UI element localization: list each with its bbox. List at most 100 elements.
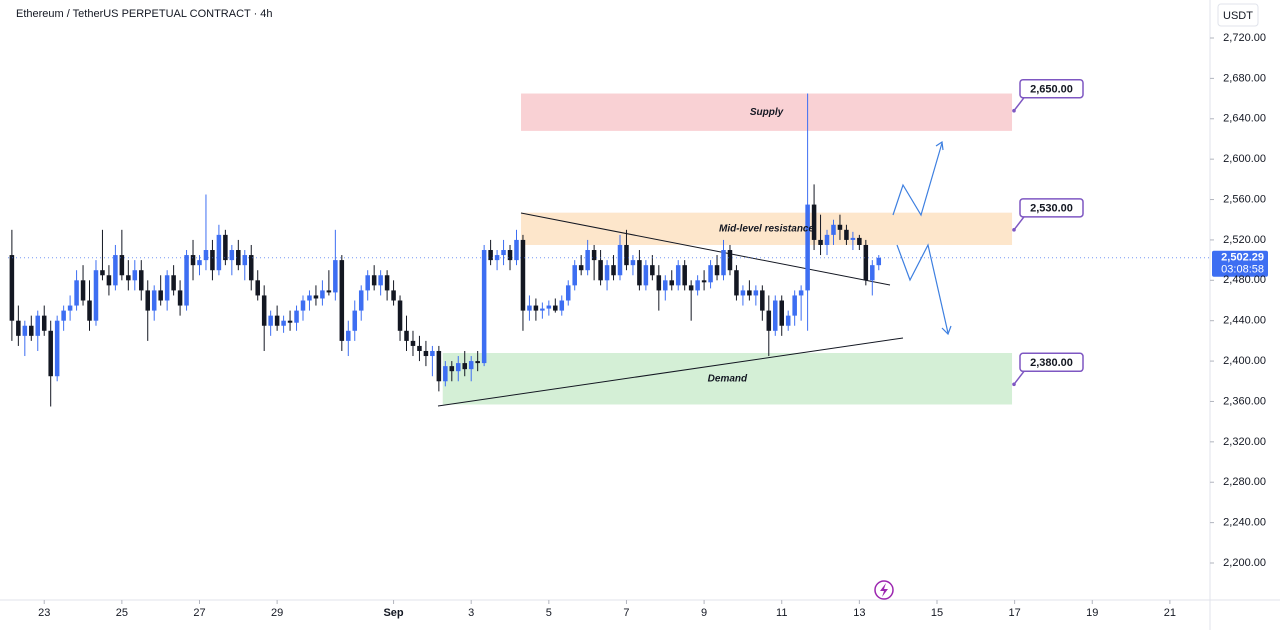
candle-body [779,300,784,326]
x-tick-label: 29 [271,607,283,619]
candle-body [798,290,804,296]
candle-body [837,224,843,230]
zones [442,93,1013,405]
candle-body [572,265,577,286]
candle-body [565,285,571,301]
candle-body [151,290,157,311]
candle-body [119,255,125,276]
x-tick-label: 21 [1164,607,1176,619]
arrow-head [935,140,944,151]
candle-body [126,275,131,281]
candle-body [675,265,681,286]
alert-icon[interactable] [874,580,894,600]
candle-body [805,204,810,291]
candle-body [772,300,778,331]
x-tick-label: 7 [623,607,629,619]
candle-body [811,204,817,240]
candle-body [876,257,882,266]
candle-body [61,310,66,321]
x-tick-label: 13 [853,607,865,619]
candle-body [734,270,739,296]
y-tick-label: 2,640.00 [1223,113,1266,125]
candle-body [714,265,720,276]
candle-body [210,250,215,271]
callout-box [1019,198,1084,218]
candle-body [203,250,209,261]
last-price-label: 2,502.29 [1221,252,1264,264]
candle-body [643,265,649,286]
x-tick-label: 9 [701,607,707,619]
candle-body [391,290,396,301]
y-tick-label: 2,280.00 [1223,476,1266,488]
candle-body [261,295,267,326]
callout-anchor [1012,108,1016,113]
candle-body [553,305,558,311]
candle-body [695,280,700,291]
candle-body [242,255,248,266]
candle-body [410,340,416,346]
ascending-trendline [437,337,904,407]
candle-body [857,237,862,245]
candle-body [365,275,370,291]
candle-body [236,250,241,266]
currency: USDT [1223,10,1253,22]
candle-body [74,280,79,306]
candle-body [190,255,196,266]
candle-body [475,361,480,364]
candle-body [164,275,170,301]
candle-body [753,290,759,296]
candle-body [533,305,539,311]
y-tick-label: 2,720.00 [1223,32,1266,44]
candle-body [371,275,377,286]
candle-body [378,275,383,286]
y-tick-label: 2,480.00 [1223,274,1266,286]
candle-body [870,265,875,281]
candle-body [113,255,118,286]
candle-body [818,239,823,245]
candle-body [850,237,856,240]
candle-body [481,250,487,364]
candle-body [669,280,675,286]
candle-body [268,315,273,326]
y-tick-label: 2,440.00 [1223,315,1266,327]
candle-body [760,290,765,311]
candle-body [611,265,616,276]
candle-body [100,270,105,276]
candle-body [352,310,358,331]
candle-body [248,255,254,281]
candle-body [507,250,513,261]
callout-box [1019,352,1084,373]
candle-body [456,363,461,372]
currency-box[interactable] [1217,3,1259,27]
x-tick-label: 27 [193,607,205,619]
y-tick-label: 2,240.00 [1223,517,1266,529]
candle-body [184,255,189,306]
candle-body [274,315,280,326]
candle-body [313,295,319,299]
candle-body [682,265,687,286]
candle-body [145,290,151,311]
candle-body [87,300,92,321]
zone-label: Mid-level resistance [719,223,814,234]
candle-body [223,234,228,261]
candle-body [281,320,286,326]
candle-body [792,295,797,316]
callout-anchor [1012,382,1016,387]
candle-body [688,285,694,291]
candle-body [844,229,849,240]
candle-body [559,300,565,311]
candle-body [139,270,144,291]
candle-body [300,300,306,311]
candle-body [229,250,235,261]
zone-label: Demand [708,373,748,384]
countdown: 03:08:58 [1221,264,1264,276]
last-price-box [1212,250,1268,277]
candle-body [514,239,519,261]
candle-body [48,330,53,377]
bullish-projection [892,142,943,217]
candle-body [663,280,668,291]
y-tick-label: 2,360.00 [1223,395,1266,407]
candle-body [9,255,15,321]
callout-box [1019,78,1084,99]
candle-body [443,366,448,382]
